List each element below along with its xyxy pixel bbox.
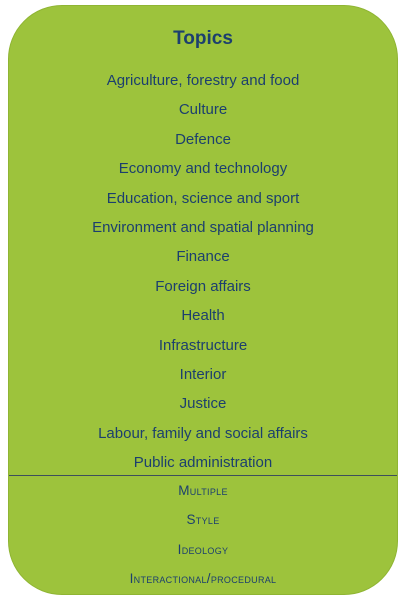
topic-item-environment: Environment and spatial planning xyxy=(92,218,314,236)
card-title: Topics xyxy=(173,28,233,49)
section-divider xyxy=(9,475,397,476)
topics-card: Topics Agriculture, forestry and food Cu… xyxy=(8,5,398,595)
topics-list: Agriculture, forestry and food Culture D… xyxy=(9,66,397,477)
topic-item-agriculture: Agriculture, forestry and food xyxy=(106,72,300,89)
topic-item-labour: Labour, family and social affairs xyxy=(98,424,308,442)
topic-item-health: Health xyxy=(181,307,225,325)
topic-item-culture: Culture xyxy=(178,101,228,119)
topic-item-foreign-affairs: Foreign affairs xyxy=(155,277,251,295)
topic-item-infrastructure: Infrastructure xyxy=(158,336,248,354)
topic-item-defence: Defence xyxy=(175,130,231,148)
topic-item-finance: Finance xyxy=(176,248,230,266)
topic-item-education: Education, science and sport xyxy=(106,189,300,207)
extra-item-multiple: Multiple xyxy=(178,483,228,498)
topic-item-justice: Justice xyxy=(179,395,227,413)
extra-item-style: Style xyxy=(186,512,220,528)
extra-item-interactional-procedural: Interactional/procedural xyxy=(129,570,277,586)
topic-item-economy: Economy and technology xyxy=(118,160,288,178)
extra-item-ideology: Ideology xyxy=(177,541,229,557)
topic-item-public-administration: Public administration xyxy=(133,454,273,472)
extra-categories-list: Multiple Style Ideology Interactional/pr… xyxy=(9,476,397,593)
topic-item-interior: Interior xyxy=(179,365,227,383)
